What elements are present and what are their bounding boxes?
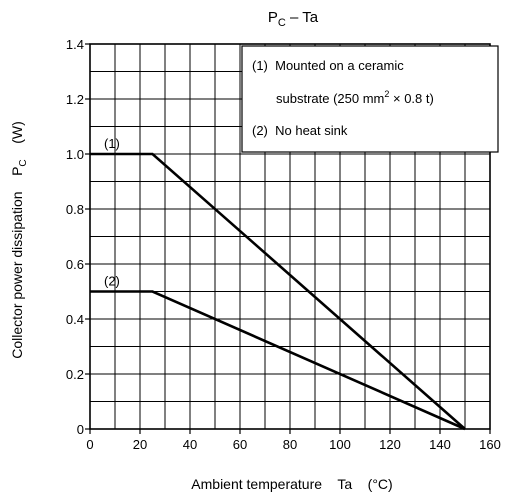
legend-line-2-post: × 0.8 t)	[389, 91, 433, 106]
series-lines: (1) (2)	[90, 136, 466, 431]
y-axis-label-main: Collector power dissipation P	[9, 167, 25, 359]
y-tick-label: 1.2	[66, 92, 84, 107]
y-axis-label-unit: (W)	[9, 121, 25, 159]
y-tick-label: 0.2	[66, 367, 84, 382]
y-tick-label: 0.6	[66, 257, 84, 272]
x-tick-label: 40	[183, 437, 197, 452]
x-tick-label: 60	[233, 437, 247, 452]
y-tick-label: 0.8	[66, 202, 84, 217]
x-axis-label: Ambient temperature Ta (°C)	[191, 476, 392, 492]
chart-title-sub: C	[278, 17, 286, 29]
chart-title: PC – Ta	[268, 9, 319, 29]
y-tick-label: 0.4	[66, 312, 84, 327]
chart-title-rest: – Ta	[286, 9, 319, 26]
legend-line-1: (1) Mounted on a ceramic	[252, 58, 404, 73]
x-tick-label: 80	[283, 437, 297, 452]
x-tick-label: 20	[133, 437, 147, 452]
x-tick-label: 140	[429, 437, 451, 452]
series-label-2: (2)	[104, 274, 120, 289]
legend-line-2-pre: substrate (250 mm	[276, 91, 384, 106]
x-tick-label: 160	[479, 437, 501, 452]
legend-box	[241, 45, 499, 153]
y-tick-label: 1.4	[66, 37, 84, 52]
legend-line-3: (2) No heat sink	[252, 123, 348, 138]
x-tick-label: 120	[379, 437, 401, 452]
chart-title-main: P	[268, 9, 278, 26]
plot-frame	[85, 43, 491, 434]
series-line-2	[90, 290, 466, 431]
tick-labels: 0 20 40 60 80 100 120 140 160 0 0.2 0.4 0.6 0.8 1.0 1.2…	[66, 37, 501, 452]
series-line-1	[90, 152, 466, 430]
y-axis-label-sub: C	[18, 159, 29, 166]
x-tick-label: 100	[329, 437, 351, 452]
y-tick-label: 0	[77, 422, 84, 437]
legend-line-2-sup: 2	[384, 89, 389, 99]
legend-line-2: substrate (250 mm2 × 0.8 t)	[276, 89, 434, 106]
series-label-1: (1)	[104, 136, 120, 151]
legend: (1) Mounted on a ceramic substrate (250 …	[241, 45, 499, 153]
y-tick-label: 1.0	[66, 147, 84, 162]
x-tick-label: 0	[86, 437, 93, 452]
y-axis-label: Collector power dissipation PC (W)	[9, 121, 29, 359]
